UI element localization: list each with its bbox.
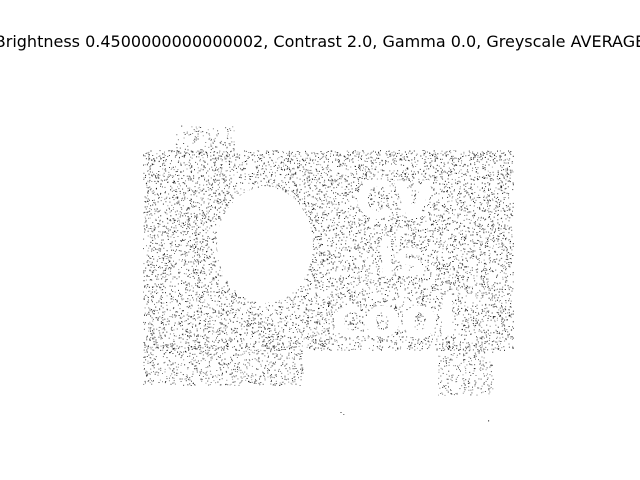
text-cool: cool	[332, 286, 457, 349]
text-cv: CV	[355, 171, 433, 231]
face-region	[217, 187, 313, 303]
image-content-mask: CV is cool	[217, 171, 457, 349]
figure-title: Brightness 0.4500000000000002, Contrast …	[0, 32, 640, 51]
text-is: is	[378, 230, 425, 288]
speckle-noise	[143, 125, 514, 422]
